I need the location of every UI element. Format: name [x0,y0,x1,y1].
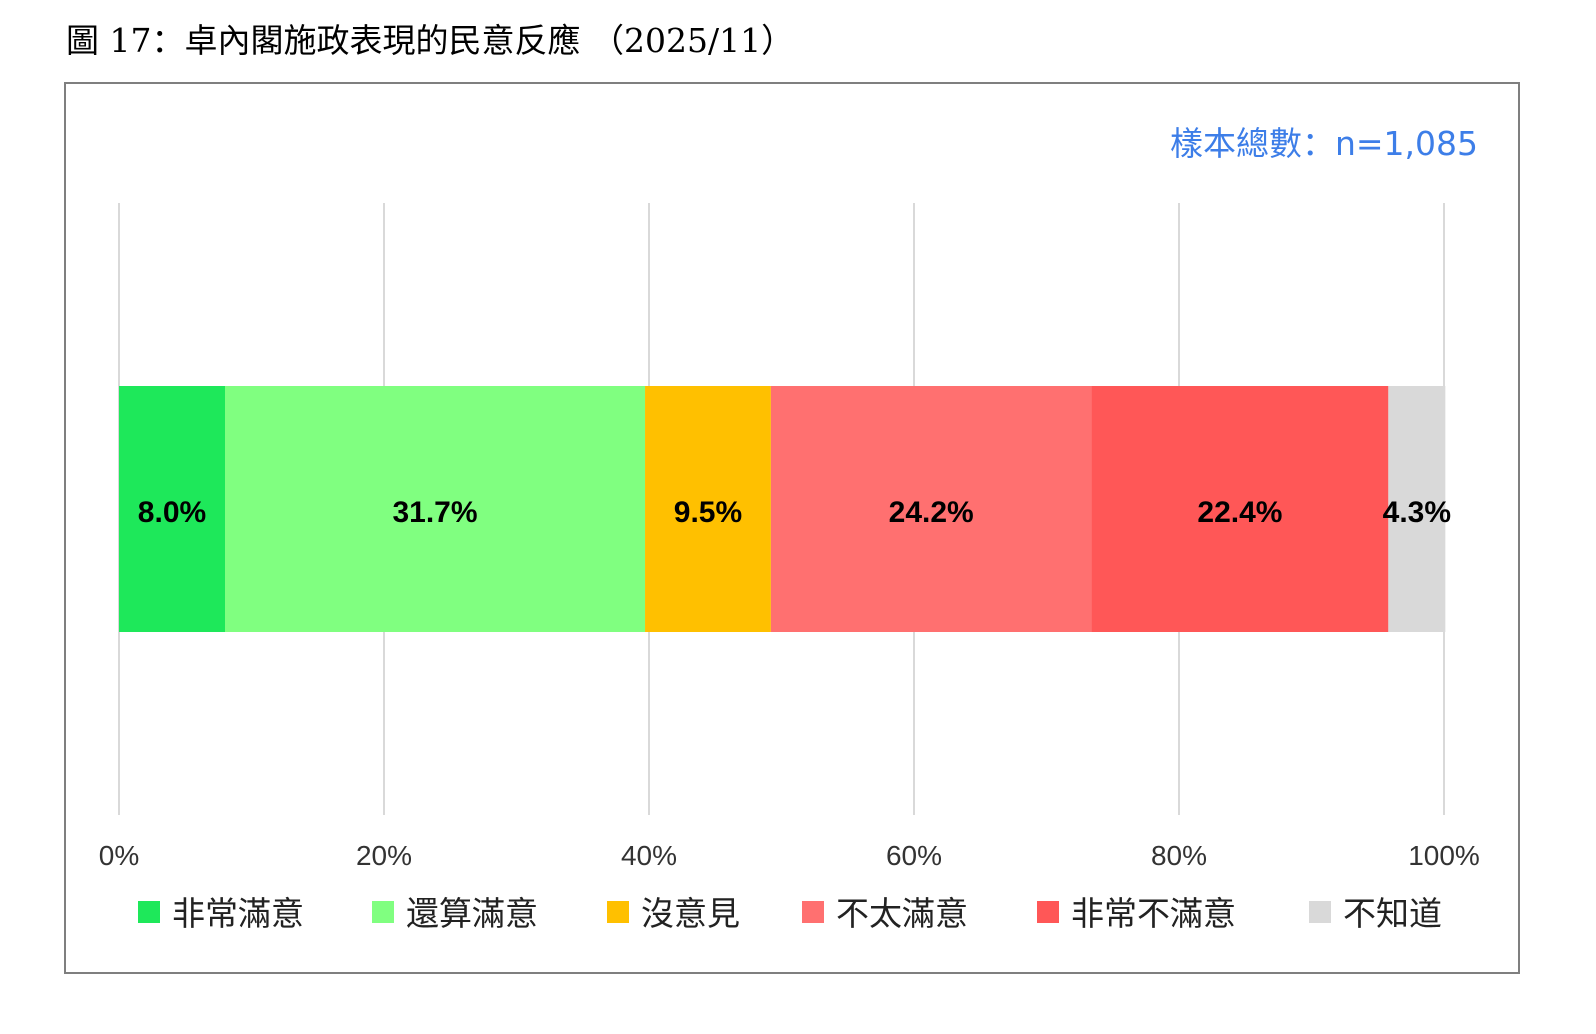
data-label: 31.7% [392,496,477,529]
data-label: 22.4% [1197,496,1282,529]
bar-segment [1388,386,1446,632]
legend-label: 不知道 [1343,894,1442,933]
x-tick-label: 80% [1151,840,1207,871]
legend-label: 不太滿意 [836,894,968,933]
bar-segment [770,386,1092,632]
x-axis-tick-labels: 0% 20% 40% 60% 80% 100% [99,840,1480,871]
legend-label: 沒意見 [641,894,740,933]
legend-swatch [802,901,824,923]
bar-segment [225,386,646,632]
bar-segment [645,386,771,632]
legend-swatch [1037,901,1059,923]
data-label: 9.5% [674,496,742,529]
chart-frame [64,82,1520,974]
x-tick-label: 40% [621,840,677,871]
x-tick-label: 0% [99,840,139,871]
x-tick-label: 20% [356,840,412,871]
figure-title: 圖 17：卓內閣施政表現的民意反應 （2025/11） [66,21,795,60]
data-label: 8.0% [138,496,206,529]
x-tick-label: 100% [1408,840,1480,871]
bar-segment [119,386,225,632]
data-labels: 8.0% 31.7% 9.5% 24.2% 22.4% 4.3% [138,496,1451,529]
legend: 非常滿意 還算滿意 沒意見 不太滿意 非常不滿意 不知道 [138,894,1442,933]
legend-label: 非常滿意 [172,894,304,933]
legend-swatch [372,901,394,923]
legend-label: 還算滿意 [406,894,538,933]
legend-swatch [1309,901,1331,923]
legend-label: 非常不滿意 [1071,894,1236,933]
legend-swatch [138,901,160,923]
data-label: 24.2% [889,496,974,529]
legend-swatch [607,901,629,923]
sample-size-note: 樣本總數：n=1,085 [1170,124,1478,163]
bar-segment [1091,386,1389,632]
bar-segments [119,386,1446,632]
data-label: 4.3% [1383,496,1451,529]
x-tick-label: 60% [886,840,942,871]
